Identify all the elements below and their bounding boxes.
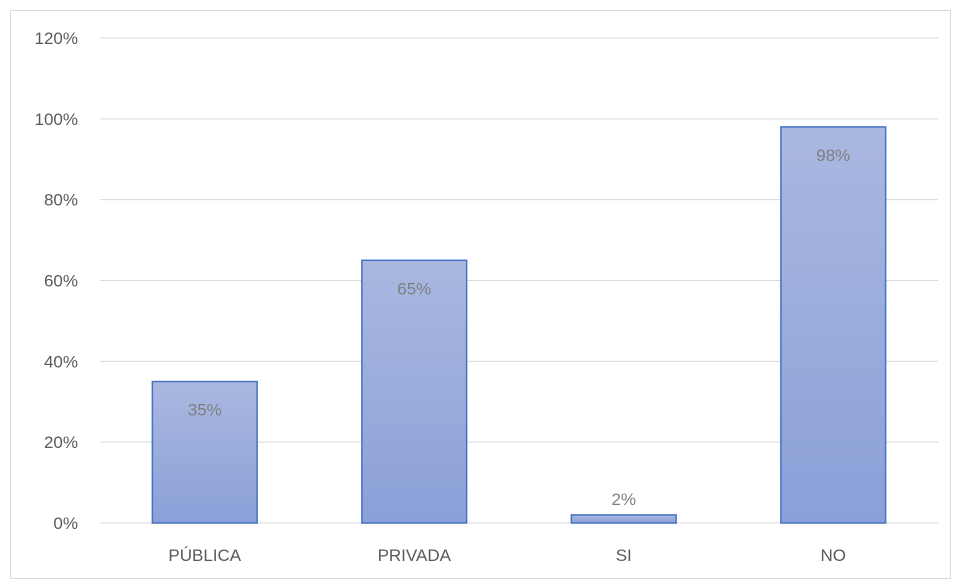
x-tick-label: NO bbox=[821, 546, 847, 565]
y-tick-label: 20% bbox=[44, 433, 78, 452]
y-tick-label: 0% bbox=[53, 514, 78, 533]
x-axis-tick-labels: PÚBLICA PRIVADA SI NO bbox=[168, 546, 846, 565]
data-labels: 35% 65% 2% 98% bbox=[188, 146, 851, 509]
data-label: 35% bbox=[188, 401, 222, 420]
data-label: 2% bbox=[611, 490, 636, 509]
x-tick-label: PRIVADA bbox=[378, 546, 452, 565]
y-tick-label: 80% bbox=[44, 191, 78, 210]
bar-si bbox=[570, 514, 677, 524]
bar-no bbox=[780, 126, 887, 524]
y-tick-label: 40% bbox=[44, 352, 78, 371]
x-tick-label: PÚBLICA bbox=[168, 546, 241, 565]
y-tick-label: 60% bbox=[44, 272, 78, 291]
bars bbox=[151, 126, 887, 524]
data-label: 65% bbox=[397, 279, 431, 298]
data-label: 98% bbox=[816, 146, 850, 165]
bar-privada bbox=[361, 259, 468, 524]
y-tick-label: 120% bbox=[35, 29, 78, 48]
bar-pública bbox=[151, 380, 258, 524]
y-axis-tick-labels: 0% 20% 40% 60% 80% 100% 120% bbox=[35, 29, 78, 533]
y-tick-label: 100% bbox=[35, 110, 78, 129]
x-tick-label: SI bbox=[616, 546, 632, 565]
